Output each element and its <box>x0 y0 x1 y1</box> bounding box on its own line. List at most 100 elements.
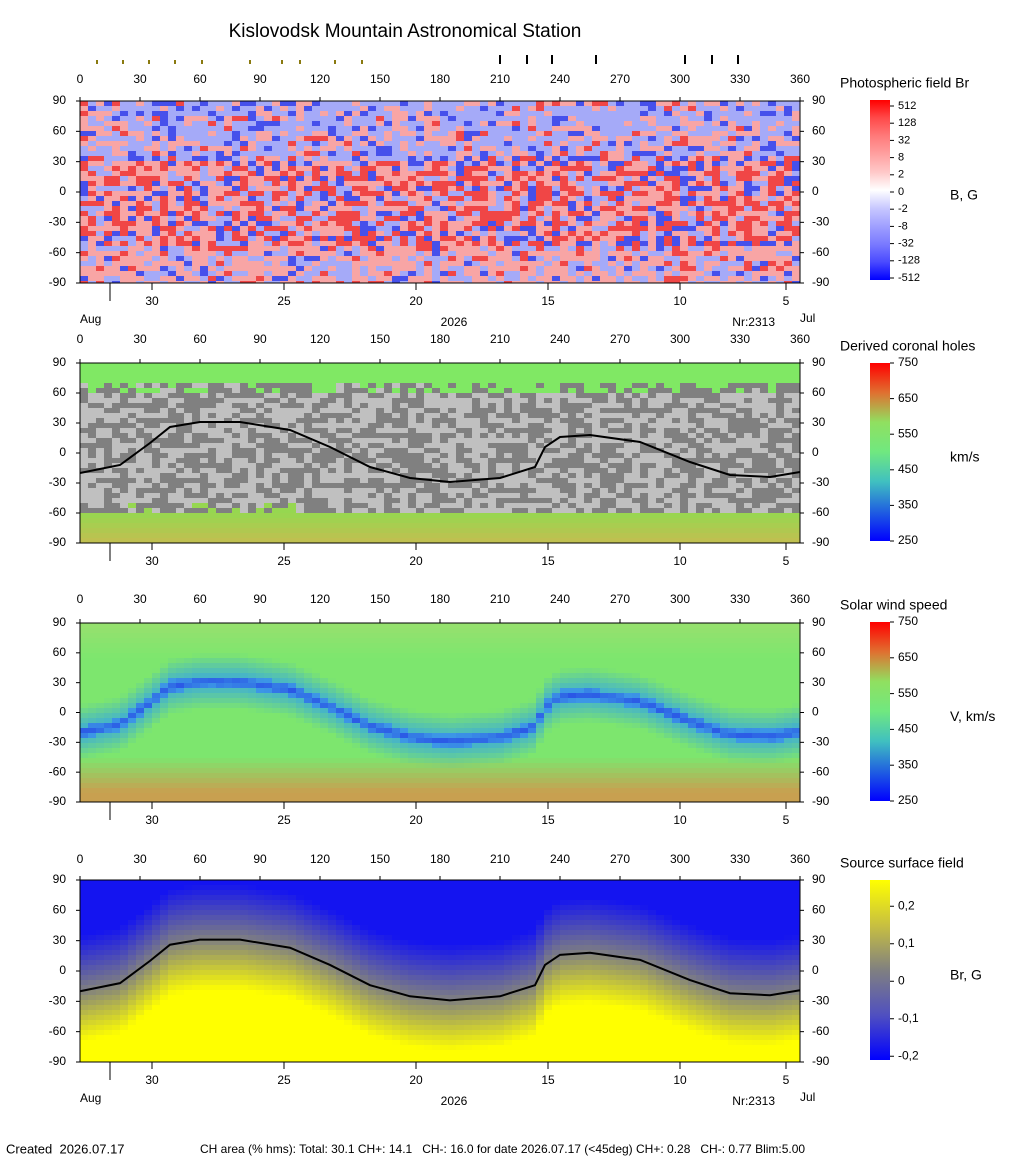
heatmap-cell <box>432 121 441 127</box>
heatmap-cell <box>136 453 145 459</box>
heatmap-cell <box>128 171 137 177</box>
heatmap-cell <box>208 468 217 474</box>
heatmap-cell <box>80 388 89 394</box>
heatmap-cell <box>696 126 705 132</box>
heatmap-cell <box>136 241 145 247</box>
heatmap-cell <box>472 126 481 132</box>
heatmap-cell <box>248 231 257 237</box>
heatmap-cell <box>232 236 241 242</box>
heatmap-cell <box>560 216 569 222</box>
heatmap-cell <box>312 513 321 519</box>
heatmap-cell <box>416 191 425 197</box>
heatmap-cell <box>192 518 201 524</box>
heatmap-cell <box>96 261 105 267</box>
heatmap-cell <box>656 226 665 232</box>
heatmap-cell <box>504 101 513 107</box>
heatmap-cell <box>672 166 681 172</box>
heatmap-cell <box>368 266 377 272</box>
heatmap-cell <box>648 176 657 182</box>
heatmap-cell <box>616 141 625 147</box>
heatmap-cell <box>176 388 185 394</box>
heatmap-cell <box>336 458 345 464</box>
heatmap-cell <box>264 201 273 207</box>
heatmap-cell <box>456 181 465 187</box>
heatmap-cell <box>256 393 265 399</box>
heatmap-cell <box>392 503 401 509</box>
heatmap-cell <box>792 151 801 157</box>
heatmap-cell <box>728 256 737 262</box>
heatmap-cell <box>768 161 777 167</box>
heatmap-cell <box>112 528 121 534</box>
heatmap-cell <box>464 251 473 257</box>
heatmap-cell <box>144 523 153 529</box>
heatmap-cell <box>376 508 385 514</box>
heatmap-cell <box>288 146 297 152</box>
heatmap-cell <box>336 438 345 444</box>
heatmap-cell <box>544 126 553 132</box>
heatmap-cell <box>416 443 425 449</box>
heatmap-cell <box>152 201 161 207</box>
heatmap-cell <box>232 206 241 212</box>
heatmap-cell <box>528 161 537 167</box>
heatmap-cell <box>136 171 145 177</box>
heatmap-cell <box>120 453 129 459</box>
heatmap-cell <box>368 261 377 267</box>
heatmap-cell <box>232 106 241 112</box>
heatmap-cell <box>584 266 593 272</box>
heatmap-cell <box>400 166 409 172</box>
heatmap-cell <box>616 151 625 157</box>
heatmap-cell <box>688 106 697 112</box>
heatmap-cell <box>312 443 321 449</box>
heatmap-cell <box>272 221 281 227</box>
heatmap-cell <box>280 378 289 384</box>
heatmap-cell <box>96 191 105 197</box>
heatmap-cell <box>192 266 201 272</box>
heatmap-cell <box>728 236 737 242</box>
heatmap-cell <box>88 523 97 529</box>
heatmap-cell <box>104 136 113 142</box>
heatmap-cell <box>368 458 377 464</box>
heatmap-cell <box>264 368 273 374</box>
heatmap-cell <box>328 281 337 284</box>
heatmap-cell <box>232 136 241 142</box>
heatmap-cell <box>536 261 545 267</box>
heatmap-cell <box>776 231 785 237</box>
heatmap-cell <box>352 388 361 394</box>
heatmap-cell <box>784 241 793 247</box>
heatmap-cell <box>552 221 561 227</box>
heatmap-cell <box>320 378 329 384</box>
heatmap-cell <box>224 528 233 534</box>
heatmap-cell <box>384 216 393 222</box>
heatmap-cell <box>216 136 225 142</box>
heatmap-cell <box>656 281 665 284</box>
y-tick-label-right: 0 <box>812 184 819 198</box>
y-tick-label-right: -30 <box>812 215 830 229</box>
heatmap-cell <box>448 126 457 132</box>
heatmap-cell <box>224 373 233 379</box>
heatmap-cell <box>784 216 793 222</box>
heatmap-cell <box>712 281 721 284</box>
heatmap-cell <box>624 176 633 182</box>
heatmap-cell <box>680 236 689 242</box>
heatmap-cell <box>152 126 161 132</box>
heatmap-cell <box>152 231 161 237</box>
heatmap-cell <box>592 161 601 167</box>
heatmap-cell <box>168 393 177 399</box>
heatmap-cell <box>392 538 401 544</box>
heatmap-cell <box>608 186 617 192</box>
heatmap-cell <box>232 468 241 474</box>
heatmap-cell <box>120 106 129 112</box>
heatmap-cell <box>192 378 201 384</box>
heatmap-cell <box>728 121 737 127</box>
heatmap-cell <box>208 276 217 282</box>
heatmap-cell <box>240 428 249 434</box>
heatmap-cell <box>152 116 161 122</box>
heatmap-cell <box>528 216 537 222</box>
heatmap-cell <box>136 206 145 212</box>
heatmap-cell <box>312 508 321 514</box>
heatmap-cell <box>136 161 145 167</box>
heatmap-cell <box>432 251 441 257</box>
heatmap-cell <box>272 281 281 284</box>
heatmap-cell <box>352 403 361 409</box>
heatmap-cell <box>360 101 369 107</box>
